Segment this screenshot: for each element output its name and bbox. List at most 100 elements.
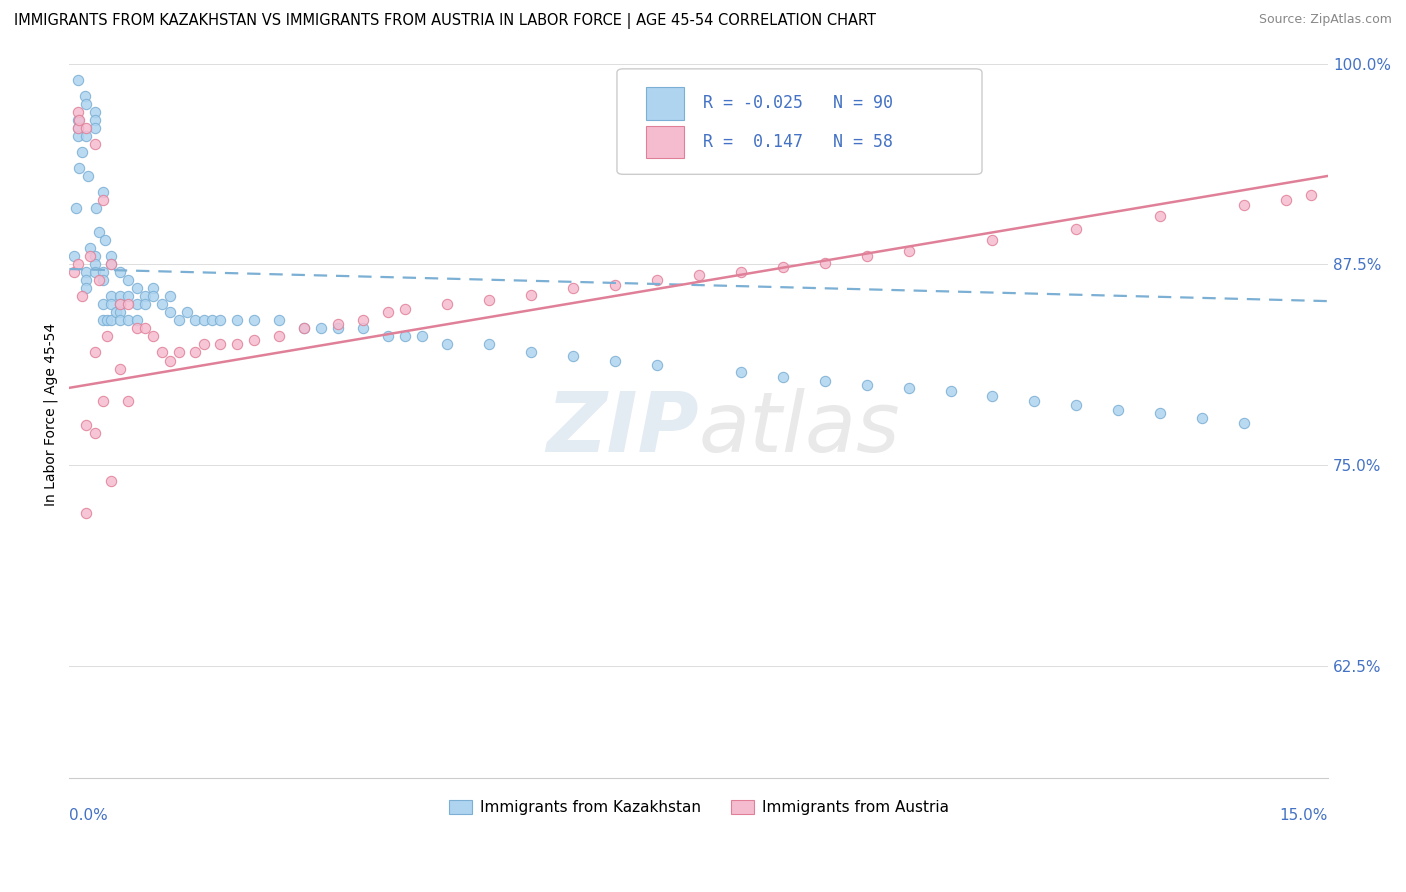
Point — [1301, 188, 1323, 202]
Text: Source: ZipAtlas.com: Source: ZipAtlas.com — [1258, 13, 1392, 27]
Point — [66, 120, 89, 135]
Point — [100, 297, 122, 311]
Point — [394, 302, 416, 317]
Point — [1191, 411, 1213, 425]
Point — [62, 265, 84, 279]
Point — [377, 329, 399, 343]
Point — [83, 120, 105, 135]
Text: IMMIGRANTS FROM KAZAKHSTAN VS IMMIGRANTS FROM AUSTRIA IN LABOR FORCE | AGE 45-54: IMMIGRANTS FROM KAZAKHSTAN VS IMMIGRANTS… — [14, 13, 876, 29]
Point — [394, 329, 416, 343]
Point — [520, 345, 543, 359]
Point — [117, 393, 139, 408]
Point — [352, 313, 374, 327]
Point — [243, 313, 266, 327]
Point — [645, 273, 668, 287]
Point — [66, 128, 89, 143]
Point — [855, 249, 877, 263]
Point — [100, 257, 122, 271]
Point — [125, 281, 148, 295]
Point — [1149, 407, 1171, 421]
Legend: Immigrants from Kazakhstan, Immigrants from Austria: Immigrants from Kazakhstan, Immigrants f… — [443, 794, 955, 822]
Point — [134, 297, 156, 311]
Point — [561, 281, 583, 295]
Point — [69, 161, 91, 175]
Point — [436, 337, 458, 351]
Point — [96, 313, 118, 327]
Point — [645, 359, 668, 373]
Point — [814, 375, 837, 389]
Point — [730, 365, 752, 379]
Point — [125, 313, 148, 327]
Text: atlas: atlas — [699, 388, 900, 469]
Point — [226, 313, 249, 327]
Point — [83, 112, 105, 127]
Point — [520, 287, 543, 301]
Point — [66, 72, 89, 87]
Text: 15.0%: 15.0% — [1279, 808, 1329, 823]
Point — [201, 313, 224, 327]
Point — [159, 353, 181, 368]
Point — [91, 313, 114, 327]
Text: R = -0.025   N = 90: R = -0.025 N = 90 — [703, 94, 893, 112]
Point — [326, 321, 349, 335]
Point — [96, 329, 118, 343]
Point — [104, 305, 127, 319]
Point — [243, 333, 266, 347]
Point — [1066, 222, 1088, 236]
Point — [77, 169, 100, 183]
Point — [772, 369, 794, 384]
Point — [108, 297, 131, 311]
Point — [66, 112, 89, 127]
Point — [91, 393, 114, 408]
Point — [75, 265, 97, 279]
Point — [100, 257, 122, 271]
Point — [209, 313, 232, 327]
Point — [66, 257, 89, 271]
Point — [83, 136, 105, 151]
Point — [1107, 403, 1129, 417]
Point — [84, 201, 107, 215]
Point — [108, 313, 131, 327]
Point — [125, 297, 148, 311]
Point — [100, 249, 122, 263]
Point — [117, 289, 139, 303]
Point — [75, 128, 97, 143]
Point — [184, 313, 207, 327]
Point — [226, 337, 249, 351]
Point — [69, 112, 91, 127]
Point — [91, 193, 114, 207]
Point — [108, 297, 131, 311]
Point — [83, 257, 105, 271]
Point — [1233, 416, 1256, 430]
Point — [269, 313, 291, 327]
Point — [292, 321, 315, 335]
Point — [117, 273, 139, 287]
Point — [108, 289, 131, 303]
Point — [176, 305, 198, 319]
Point — [83, 265, 105, 279]
Text: ZIP: ZIP — [546, 388, 699, 469]
Point — [377, 305, 399, 319]
Point — [134, 321, 156, 335]
Point — [142, 281, 165, 295]
Point — [436, 297, 458, 311]
Point — [772, 260, 794, 275]
Point — [193, 313, 215, 327]
Point — [688, 268, 710, 283]
Point — [1024, 393, 1046, 408]
Point — [66, 104, 89, 119]
Point — [1149, 209, 1171, 223]
Point — [411, 329, 433, 343]
Point — [73, 88, 96, 103]
Point — [91, 297, 114, 311]
Point — [561, 349, 583, 363]
Point — [70, 289, 93, 303]
Point — [309, 321, 332, 335]
FancyBboxPatch shape — [645, 87, 683, 120]
Point — [352, 321, 374, 335]
Point — [100, 474, 122, 488]
Point — [814, 255, 837, 269]
Point — [83, 425, 105, 440]
Point — [269, 329, 291, 343]
Point — [292, 321, 315, 335]
